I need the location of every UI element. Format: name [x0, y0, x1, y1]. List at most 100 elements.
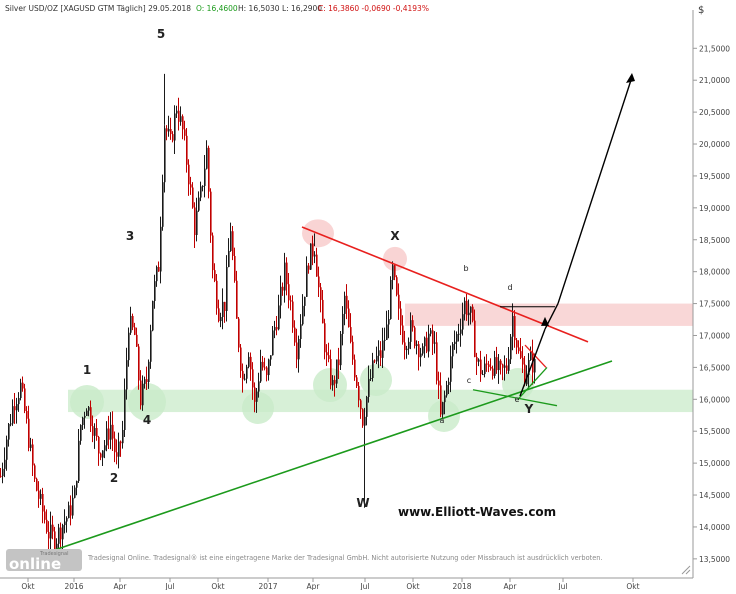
candle-body — [200, 186, 202, 198]
candle-body — [24, 388, 26, 412]
candle-body — [12, 406, 14, 424]
candle-body — [234, 255, 236, 281]
candle-body — [422, 346, 424, 354]
candle-body — [472, 306, 474, 321]
candle-body — [480, 359, 482, 375]
candle-body — [328, 355, 330, 360]
candle-body — [172, 134, 174, 141]
candle-body — [358, 385, 360, 401]
candle-body — [510, 336, 512, 360]
x-tick-label: Apr — [114, 582, 128, 590]
candle-body — [524, 364, 526, 385]
candle-body — [498, 360, 500, 371]
triangle-lower-line — [472, 389, 558, 407]
candle-body — [146, 379, 148, 383]
support-trendline — [37, 360, 613, 557]
x-tick-label: Apr — [307, 582, 321, 590]
resize-corner-icon[interactable] — [681, 565, 691, 575]
candle-body — [238, 318, 240, 348]
candle-body — [108, 428, 110, 440]
candle-body — [268, 359, 270, 376]
y-tick-label: 17,0000 — [699, 331, 730, 340]
candle-body — [142, 383, 144, 406]
candle-body — [230, 231, 232, 251]
projection-leg-1 — [519, 328, 546, 397]
candle-body — [274, 327, 276, 331]
candle-body — [4, 459, 6, 469]
candle-body — [430, 330, 432, 334]
candle-body — [288, 284, 290, 301]
candle-body — [460, 329, 462, 334]
y-tick-label: 21,5000 — [699, 44, 730, 53]
candle-body — [342, 313, 344, 334]
candle-body — [212, 235, 214, 271]
candle-body — [384, 339, 386, 341]
header-close-change: C: 16,3860 -0,0690 -0,4193% — [318, 4, 429, 13]
candle-body — [156, 266, 158, 282]
candle-body — [412, 320, 414, 328]
candle-body — [232, 231, 234, 256]
y-tick-label: 19,0000 — [699, 204, 730, 213]
candle-body — [350, 327, 352, 342]
candle-body — [426, 337, 428, 352]
candle-body — [506, 365, 508, 371]
candle-body — [322, 299, 324, 324]
y-tick-label: 16,0000 — [699, 395, 730, 404]
candle-body — [356, 377, 358, 386]
x-tick-label: Jul — [359, 582, 369, 590]
candle-body — [18, 398, 20, 405]
zones-layer — [68, 219, 693, 413]
x-tick-label: Okt — [406, 582, 419, 590]
candle-body — [308, 265, 310, 270]
candle-body — [490, 366, 492, 369]
candle-body — [206, 147, 208, 169]
candle-body — [98, 437, 100, 454]
candle-body — [6, 439, 8, 460]
candle-body — [452, 343, 454, 357]
candle-body — [302, 305, 304, 325]
x-tick-label: Jul — [557, 582, 567, 590]
candle-body — [378, 350, 380, 356]
candle-body — [440, 385, 442, 415]
header-open: O: 16,4600 — [196, 4, 238, 13]
candle-body — [260, 361, 262, 382]
candle-body — [444, 395, 446, 403]
candle-body — [216, 280, 218, 309]
candle-body — [324, 323, 326, 353]
candle-body — [294, 327, 296, 343]
candle-body — [182, 116, 184, 130]
candle-body — [78, 440, 80, 481]
candle-body — [84, 415, 86, 418]
candle-body — [116, 452, 118, 457]
candle-body — [20, 382, 22, 399]
candle-body — [226, 266, 228, 312]
candle-body — [40, 493, 42, 499]
candle-body — [370, 378, 372, 380]
candle-body — [522, 357, 524, 365]
candle-body — [44, 511, 46, 520]
candle-body — [296, 342, 298, 360]
candle-body — [72, 497, 74, 516]
header-instrument: Silver USD/OZ [XAGUSD GTM Täglich] 29.05… — [5, 4, 191, 13]
support-touch-circle — [70, 385, 104, 419]
candle-body — [258, 381, 260, 392]
candle-body — [374, 360, 376, 362]
candle-body — [316, 254, 318, 277]
candle-body — [162, 182, 164, 227]
wave-label-4: 4 — [143, 413, 151, 427]
trendlines-layer — [37, 73, 635, 557]
candle-body — [312, 243, 314, 257]
candle-body — [68, 505, 70, 519]
candle-body — [416, 344, 418, 347]
wave-label-c: c — [467, 376, 471, 385]
candle-body — [504, 365, 506, 368]
candle-body — [520, 351, 522, 358]
candle-body — [306, 265, 308, 297]
candle-body — [62, 525, 64, 540]
candle-body — [282, 286, 284, 291]
resistance-trendline — [301, 226, 589, 343]
header-high-low: H: 16,5030 L: 16,2900 — [238, 4, 322, 13]
candle-body — [194, 207, 196, 235]
candle-body — [464, 300, 466, 315]
